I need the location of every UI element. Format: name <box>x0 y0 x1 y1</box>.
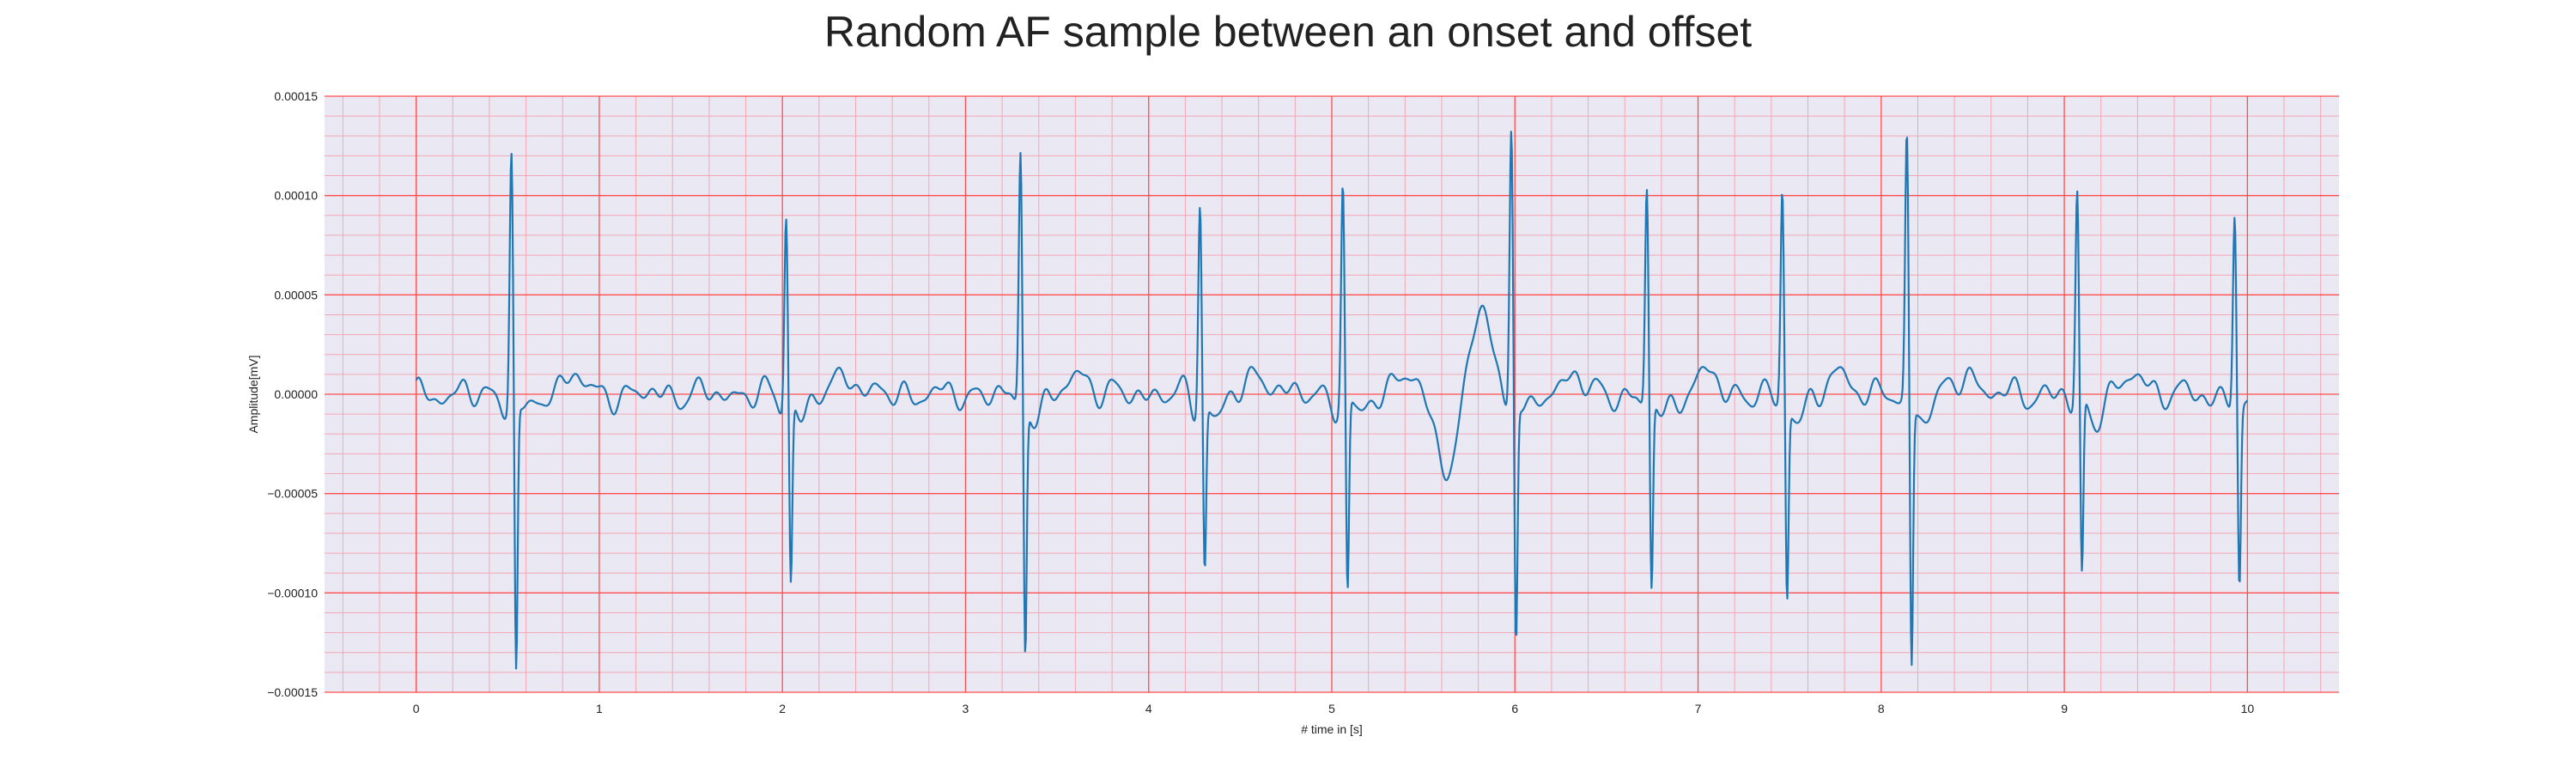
x-tick-label: 9 <box>2061 702 2068 715</box>
y-tick-label: 0.00010 <box>274 189 318 203</box>
x-tick-label: 4 <box>1145 702 1152 715</box>
x-axis-label: # time in [s] <box>1301 722 1363 736</box>
x-tick-label: 5 <box>1328 702 1335 715</box>
x-tick-label: 7 <box>1695 702 1702 715</box>
ecg-series-line <box>415 131 2249 670</box>
x-tick-label: 3 <box>963 702 969 715</box>
x-tick-label: 2 <box>779 702 786 715</box>
x-tick-label: 1 <box>596 702 603 715</box>
y-tick-label: −0.00005 <box>267 487 318 501</box>
x-tick-label: 8 <box>1878 702 1885 715</box>
y-tick-label: −0.00010 <box>267 586 318 600</box>
y-tick-label: 0.00000 <box>274 387 318 401</box>
y-tick-label: −0.00015 <box>267 685 318 699</box>
chart-title: Random AF sample between an onset and of… <box>823 8 1753 56</box>
x-axis-ticks: 0 1 2 3 4 5 6 7 8 9 10 <box>413 702 2255 715</box>
y-tick-label: 0.00015 <box>274 89 318 103</box>
x-tick-label: 6 <box>1511 702 1518 715</box>
y-axis-ticks: −0.00015 −0.00010 −0.00005 0.00000 0.00005 0.… <box>267 89 318 699</box>
y-axis-label: Amplitude[mV] <box>246 355 260 433</box>
y-tick-label: 0.00005 <box>274 288 318 301</box>
x-tick-label: 10 <box>2241 702 2255 715</box>
x-tick-label: 0 <box>413 702 420 715</box>
